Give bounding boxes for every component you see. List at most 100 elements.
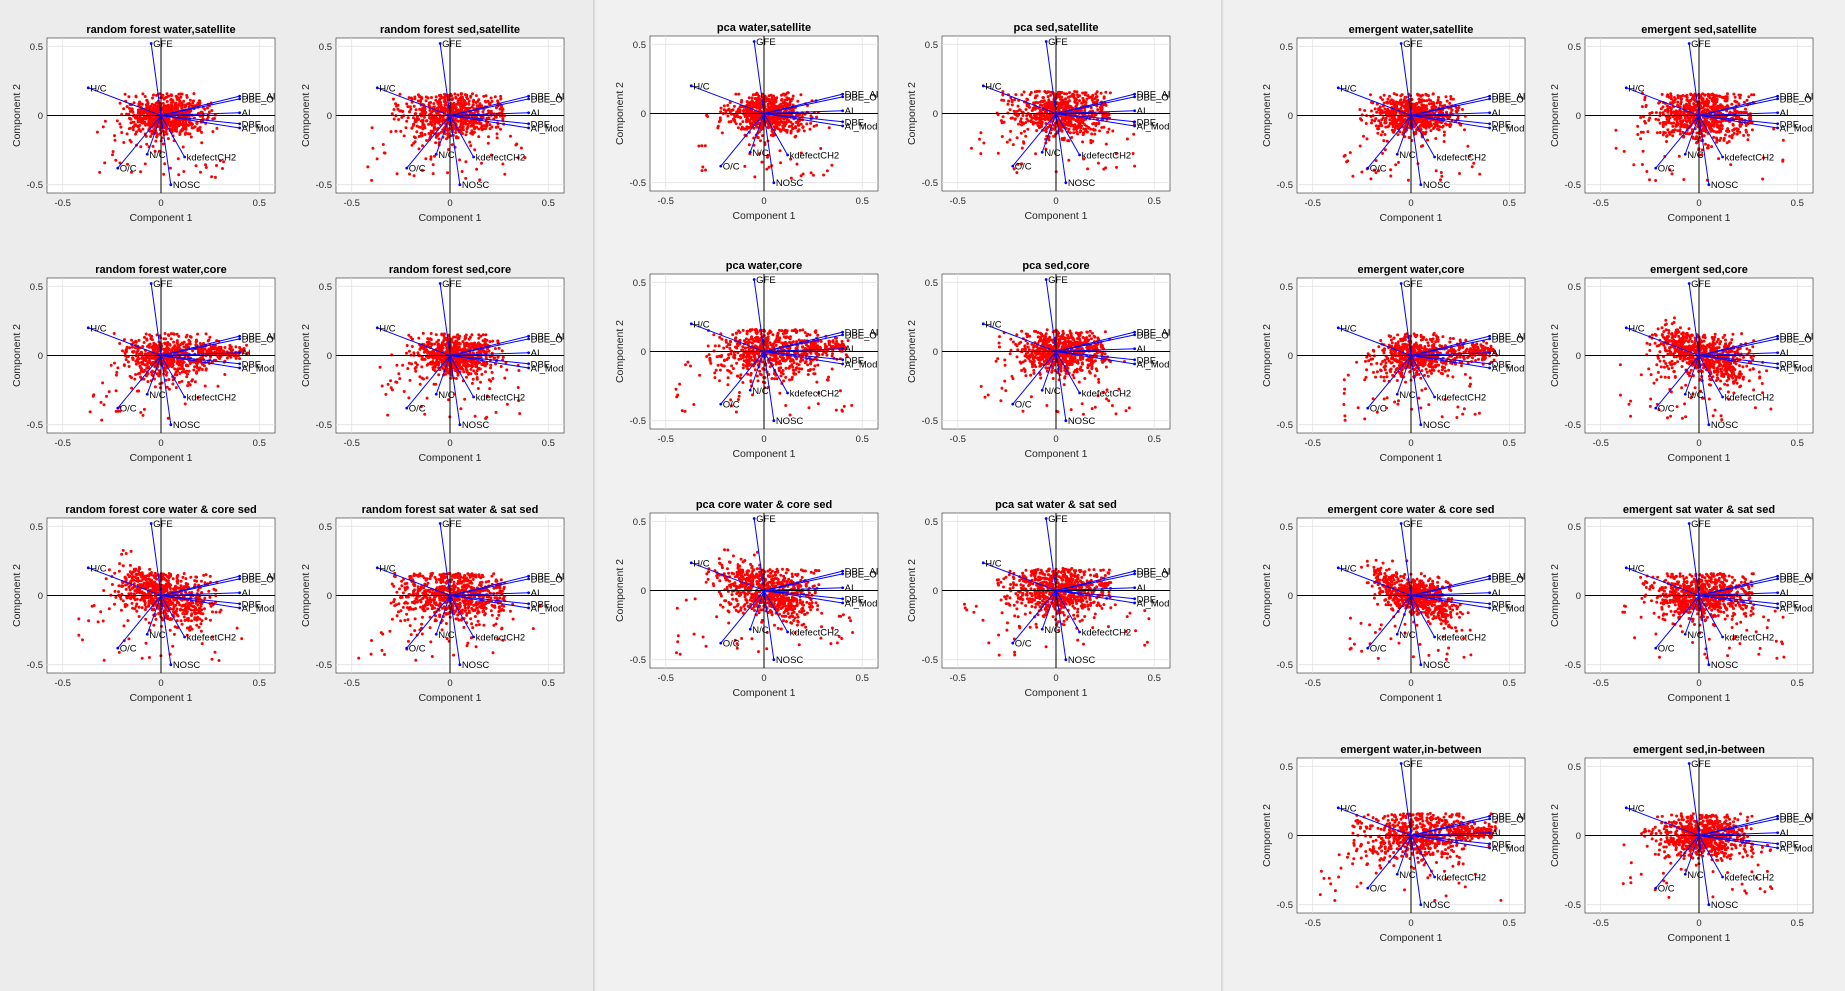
data-point [190, 619, 193, 623]
data-point [99, 400, 103, 404]
data-point [153, 571, 157, 575]
data-point [371, 146, 375, 150]
data-point [439, 130, 443, 134]
data-point [157, 612, 161, 615]
data-point [125, 132, 129, 136]
data-point [204, 617, 208, 621]
loading-label: kdefectCH2 [187, 393, 237, 404]
data-point [413, 588, 416, 592]
data-point [399, 619, 403, 623]
data-point [169, 332, 173, 336]
data-point [199, 579, 203, 583]
data-point [423, 603, 427, 607]
data-point [454, 136, 458, 140]
data-point [518, 412, 522, 416]
loading-label: N/C [438, 390, 455, 401]
data-point [122, 141, 126, 144]
data-point [194, 343, 198, 347]
data-point [128, 570, 132, 574]
data-point [411, 337, 414, 341]
data-point [495, 132, 499, 136]
data-point [402, 134, 406, 138]
data-point [470, 586, 474, 590]
data-point [390, 617, 394, 621]
data-point [450, 97, 454, 101]
data-point [478, 367, 482, 371]
data-point [412, 174, 416, 178]
data-point [413, 112, 417, 116]
data-point [422, 350, 426, 354]
data-point [453, 92, 457, 96]
data-point [169, 617, 173, 621]
data-point [171, 577, 175, 581]
data-point [475, 376, 479, 379]
data-point [185, 610, 189, 614]
y-tick-label: 0 [38, 351, 43, 362]
data-point [479, 576, 483, 580]
data-point [409, 107, 413, 111]
data-point [456, 357, 460, 361]
data-point [178, 123, 182, 127]
data-point [498, 596, 502, 600]
x-axis-label: Component 1 [129, 212, 192, 224]
loading-vector-tip [527, 606, 531, 610]
data-point [456, 119, 460, 123]
data-point [77, 633, 81, 637]
loading-label: GFE [153, 519, 173, 530]
x-tick-label: 0 [447, 438, 452, 449]
data-point [113, 134, 116, 138]
data-point [471, 377, 475, 381]
data-point [414, 108, 418, 112]
data-point [141, 127, 145, 131]
data-point [473, 341, 477, 345]
data-point [719, 110, 723, 114]
data-point [490, 574, 494, 578]
data-point [475, 343, 479, 347]
loading-vector-tip [405, 646, 409, 650]
data-point [208, 595, 212, 599]
data-point [430, 655, 434, 658]
data-point [463, 335, 467, 338]
data-point [175, 95, 179, 99]
data-point [132, 101, 136, 105]
data-point [126, 360, 130, 364]
data-point [462, 362, 466, 366]
data-point [173, 604, 177, 608]
data-point [132, 120, 136, 124]
data-point [114, 373, 118, 377]
data-point [440, 606, 444, 610]
data-point [135, 389, 139, 393]
data-point [430, 361, 434, 365]
data-point [134, 94, 138, 98]
loading-label: AI [242, 348, 251, 359]
data-point [479, 380, 482, 384]
data-point [174, 120, 178, 124]
data-point [391, 97, 395, 101]
data-point [414, 607, 418, 610]
data-point [423, 589, 427, 593]
data-point [421, 615, 424, 619]
data-point [395, 363, 399, 367]
data-point [164, 337, 168, 341]
data-point [234, 356, 238, 360]
loading-vector-tip [238, 111, 242, 115]
data-point [366, 165, 370, 169]
data-point [173, 344, 177, 348]
data-point [182, 615, 186, 619]
x-axis-label: Component 1 [418, 212, 481, 224]
data-point [102, 403, 106, 407]
data-point [144, 583, 148, 587]
data-point [475, 167, 479, 171]
data-point [157, 374, 161, 378]
data-point [471, 360, 475, 364]
data-point [492, 356, 496, 360]
data-point [143, 162, 147, 166]
data-point [468, 120, 472, 124]
data-point [413, 136, 417, 140]
data-point [472, 131, 476, 135]
x-tick-label: -0.5 [55, 678, 71, 689]
y-tick-label: 0.5 [30, 282, 43, 293]
data-point [140, 572, 144, 576]
data-point [467, 605, 471, 609]
